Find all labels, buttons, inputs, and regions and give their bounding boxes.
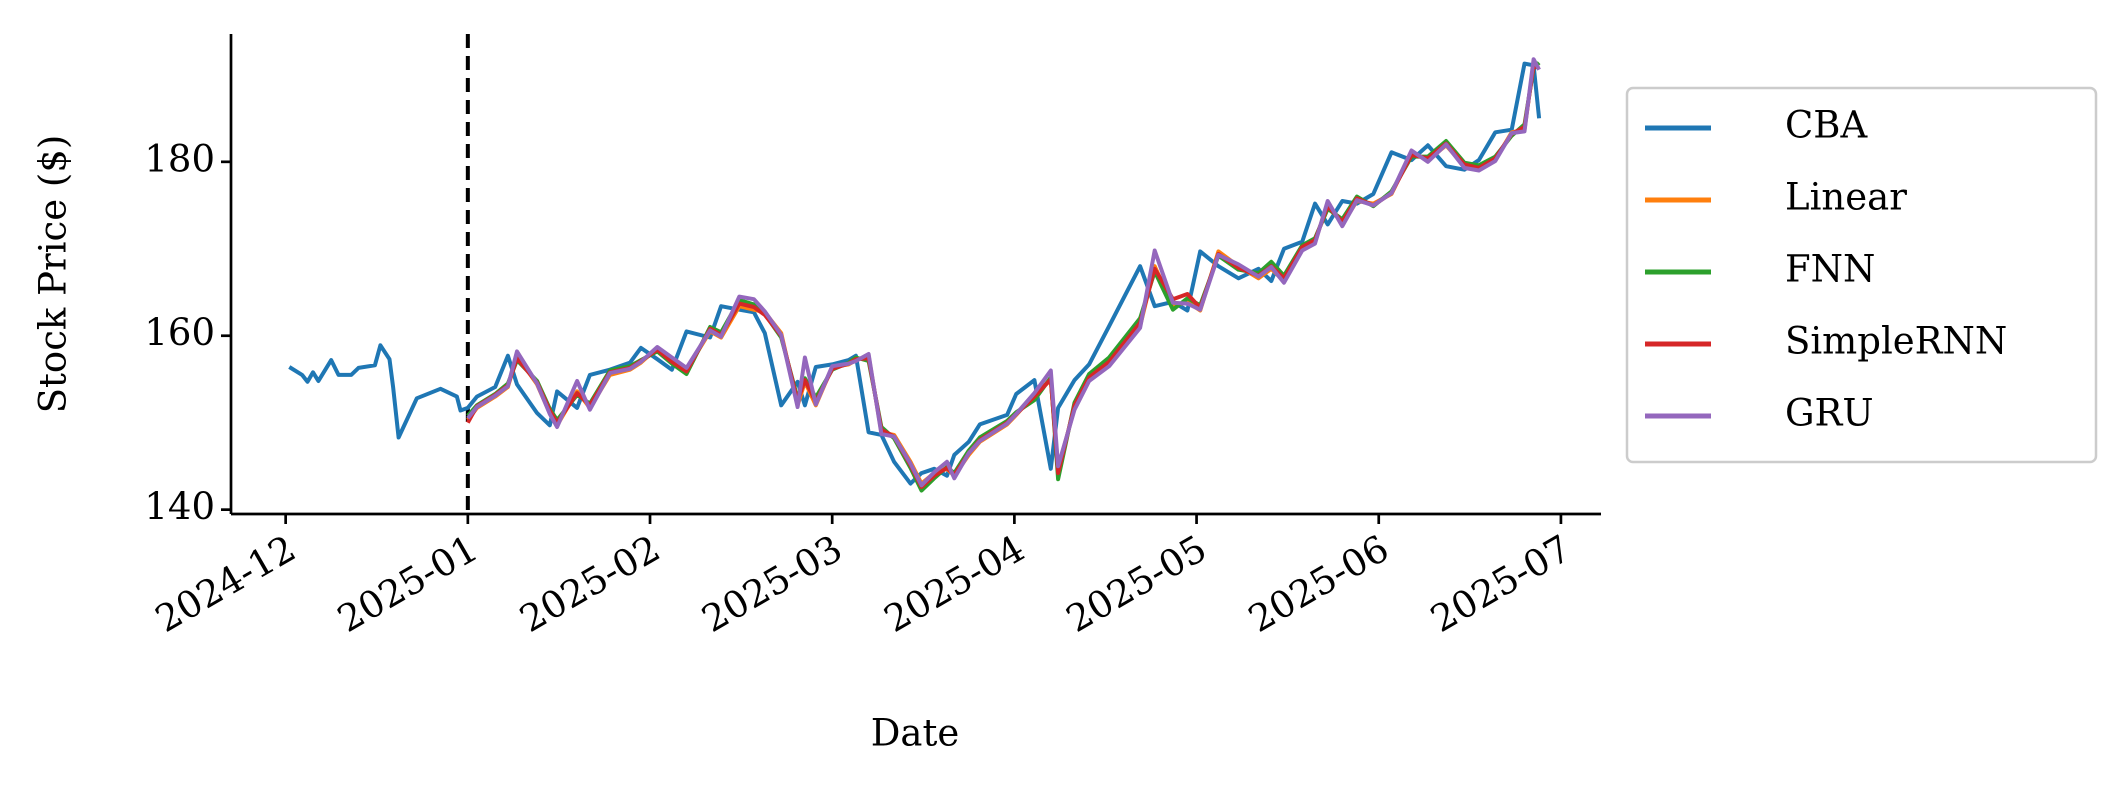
series-line <box>466 57 1541 488</box>
series-line <box>466 61 1540 486</box>
y-axis-label: Stock Price ($) <box>32 135 75 414</box>
x-axis-label: Date <box>871 712 960 755</box>
x-tick-label: 2025-05 <box>1059 527 1214 641</box>
legend-box <box>1625 86 2098 464</box>
y-tick-label: 140 <box>144 485 215 528</box>
legend-label: Linear <box>1785 176 1907 219</box>
legend-label: GRU <box>1785 392 1874 435</box>
x-tick-label: 2025-02 <box>513 527 668 641</box>
x-tick-label: 2025-03 <box>695 527 850 641</box>
legend-label: CBA <box>1785 104 1869 147</box>
x-tick-label: 2025-04 <box>877 527 1032 641</box>
y-tick-label: 160 <box>144 311 215 354</box>
x-tick-label: 2024-12 <box>148 527 303 641</box>
legend-label: FNN <box>1785 248 1875 291</box>
x-tick-label: 2025-01 <box>330 527 485 641</box>
x-tick-label: 2025-06 <box>1241 527 1396 641</box>
y-tick-label: 180 <box>144 137 215 180</box>
legend-label: SimpleRNN <box>1785 320 2007 363</box>
x-tick-label: 2025-07 <box>1424 527 1579 641</box>
series-line <box>288 61 1542 486</box>
legend: CBA Linear FNN SimpleRNN GRU <box>1625 86 2098 464</box>
